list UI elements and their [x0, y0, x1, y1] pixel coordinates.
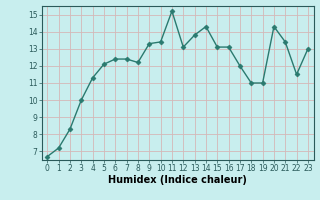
X-axis label: Humidex (Indice chaleur): Humidex (Indice chaleur) — [108, 175, 247, 185]
